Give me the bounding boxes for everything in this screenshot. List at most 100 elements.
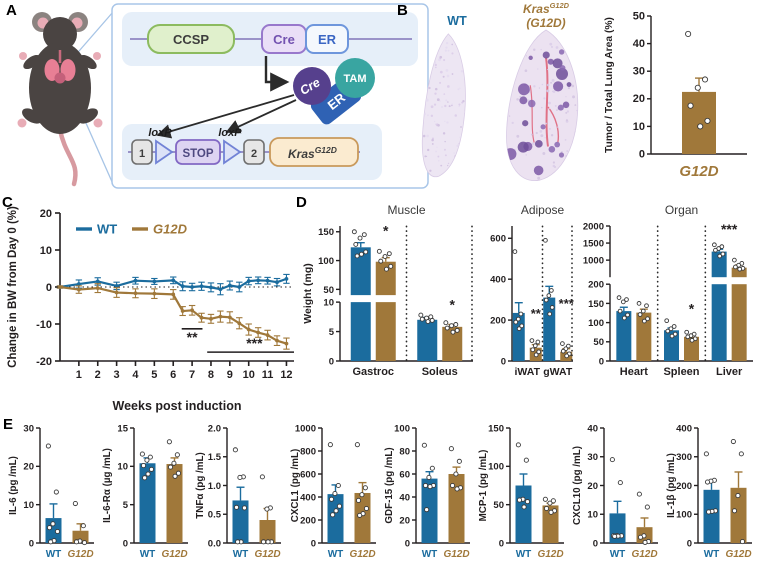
y-tick-label: -20 (36, 356, 52, 368)
y-tick-label: 50 (493, 500, 504, 511)
x-tick-label: WT (233, 549, 249, 560)
bar-wt (515, 485, 532, 543)
data-point (620, 299, 626, 305)
data-point (625, 312, 630, 318)
y-tick-label: 10 (323, 298, 334, 309)
data-point (622, 315, 627, 321)
x-tick-label: Gastroc (352, 366, 394, 378)
series-marker (76, 282, 81, 286)
data-point (46, 525, 53, 531)
x-tick-label: 9 (227, 369, 233, 381)
y-tick-label: 100 (588, 318, 604, 329)
y-tick-label: 600 (300, 469, 316, 480)
x-tick-label: G12D (679, 163, 718, 180)
complex-tam-shape (335, 58, 375, 98)
bar-g12d (684, 336, 699, 361)
loxp-triangle (223, 139, 242, 165)
data-point (386, 251, 392, 257)
y-tick-label: 80 (399, 446, 410, 457)
bar-g12d (259, 520, 276, 543)
y-tick-label: 400 (490, 275, 506, 286)
y-tick-label: 0 (687, 538, 692, 549)
y-tick-label: 100 (394, 423, 410, 434)
y-tick-label: 1000 (583, 256, 604, 267)
series-marker (218, 287, 223, 292)
data-point (167, 464, 174, 470)
bar-wt (543, 297, 556, 361)
data-point (429, 465, 435, 471)
y-tick-label: 0 (46, 282, 52, 294)
data-point (166, 439, 172, 445)
data-point (738, 451, 744, 457)
series-marker (152, 279, 157, 284)
series-marker (265, 333, 270, 337)
data-point (644, 303, 649, 309)
bar-wt (616, 311, 632, 361)
significance: ** (187, 329, 198, 345)
y-tick-label: 200 (676, 481, 692, 492)
histology-wt-label: WT (447, 14, 467, 28)
data-point (519, 323, 525, 329)
y-tick-label: 800 (300, 446, 316, 457)
data-point (333, 508, 339, 514)
y-tick-label: 0.5 (208, 510, 222, 521)
y-tick-label: 0 (123, 538, 128, 549)
mouse-foot (17, 118, 27, 128)
panel-label-c: C (2, 194, 13, 211)
data-point (142, 475, 148, 481)
x-axis-label: Weeks post induction (113, 399, 242, 413)
kras-box (269, 137, 359, 167)
data-point (174, 452, 180, 458)
y-tick-label: 10 (587, 510, 598, 521)
data-point (453, 471, 459, 477)
series-marker (237, 285, 242, 289)
data-point (706, 509, 712, 515)
series-marker (114, 283, 119, 288)
x-tick-label: WT (516, 549, 532, 560)
data-point (54, 528, 61, 535)
chart-adipose: Adipose 0 200 400 600 iWAT ** gWAT *** (490, 203, 575, 378)
data-point (617, 480, 623, 486)
significance: * (689, 301, 695, 317)
y-tick-label: 150 (588, 299, 604, 310)
series-marker (171, 278, 176, 283)
data-point (704, 479, 711, 485)
series-marker (95, 279, 100, 284)
data-point (454, 486, 460, 492)
series-marker (284, 276, 289, 281)
y-tick-label: 40 (587, 423, 598, 434)
data-point (689, 337, 695, 343)
data-point (81, 540, 88, 546)
y-tick-label: 20 (399, 515, 410, 526)
data-point (265, 539, 271, 545)
bar-wt (139, 463, 156, 543)
series-marker (246, 327, 251, 332)
data-point (640, 308, 646, 314)
x-tick-label: WT (46, 549, 62, 560)
data-point (388, 263, 394, 269)
data-point (357, 512, 363, 518)
data-point (720, 251, 726, 257)
y-axis-label: Tumor / Total Lung Area (%) (604, 17, 615, 153)
bar-wt (417, 319, 438, 361)
legend-label: WT (97, 222, 117, 237)
chart-title: Muscle (387, 203, 425, 217)
cre-label: Cre (273, 32, 295, 47)
bar-g12d (166, 464, 183, 543)
data-point (362, 485, 368, 491)
exon1-label: 1 (139, 148, 145, 160)
series-marker (275, 280, 279, 285)
y-tick-label: 1500 (583, 238, 604, 249)
data-point (145, 471, 151, 477)
data-point (547, 311, 553, 317)
x-tick-label: G12D (161, 549, 187, 560)
y-axis-label: IL-6 (pg /mL) (8, 456, 19, 515)
data-point (444, 325, 450, 331)
x-tick-label: G12D (67, 549, 93, 560)
mouse-body (29, 42, 91, 134)
y-tick-label: 0 (599, 356, 604, 367)
data-point (616, 295, 622, 300)
data-point (524, 499, 531, 505)
y-tick-label: 20 (587, 481, 598, 492)
